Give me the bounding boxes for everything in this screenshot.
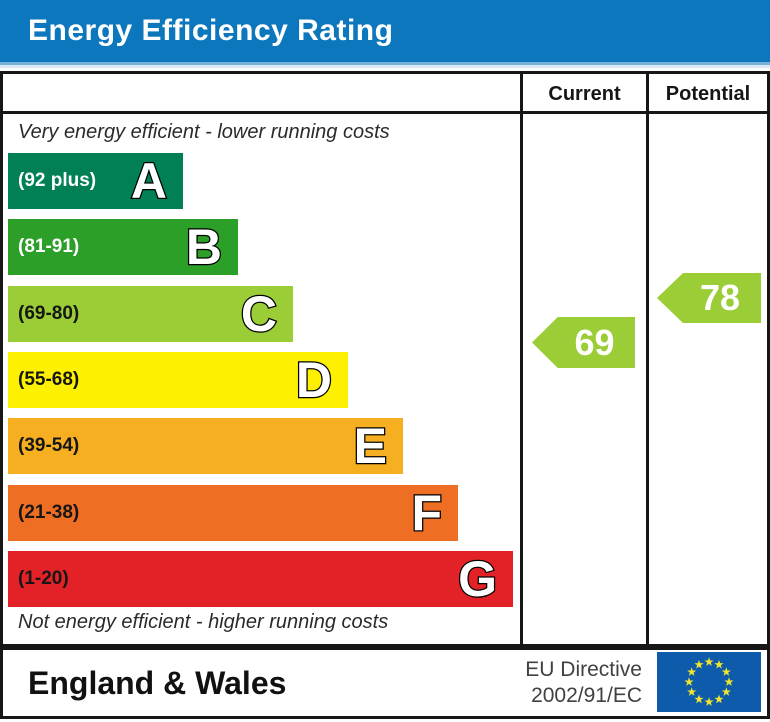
band-letter: C xyxy=(240,284,279,343)
table-header-row xyxy=(3,74,767,114)
band-letter: A xyxy=(130,152,169,211)
current-column-header: Current xyxy=(548,83,621,105)
band-a-bar: (92 plus) A xyxy=(8,152,183,211)
band-range-label: (39-54) xyxy=(18,435,80,457)
column-divider-potential xyxy=(646,74,649,644)
band-g-bar: (1-20) G xyxy=(8,550,513,609)
bottom-note: Not energy efficient - higher running co… xyxy=(18,611,389,633)
band-letter: F xyxy=(410,483,443,542)
band-range-label: (55-68) xyxy=(18,368,80,390)
eu-directive-text: EU Directive 2002/91/EC xyxy=(525,657,642,709)
title-bar: Energy Efficiency Rating xyxy=(0,0,770,62)
potential-rating-value: 78 xyxy=(699,277,741,318)
title-bar-accent-strip-light xyxy=(0,65,770,68)
potential-column-header: Potential xyxy=(665,83,751,105)
band-letter: D xyxy=(295,351,334,410)
band-range-label: (1-20) xyxy=(18,567,69,589)
band-range-label: (81-91) xyxy=(18,236,80,258)
eu-flag-stars xyxy=(684,657,734,706)
band-f-bar: (21-38) F xyxy=(8,483,458,542)
rating-table: Current Potential Very energy efficient … xyxy=(0,71,770,647)
band-letter: B xyxy=(185,218,224,277)
current-rating-value: 69 xyxy=(574,321,615,363)
current-rating-arrow: 69 xyxy=(532,317,635,368)
eu-flag-icon xyxy=(657,652,761,712)
band-b-bar: (81-91) B xyxy=(8,218,238,277)
band-letter: E xyxy=(352,417,388,476)
title-bar-accent-strip xyxy=(0,62,770,65)
region-label: England & Wales xyxy=(28,665,287,701)
band-range-label: (69-80) xyxy=(18,302,80,324)
band-range-label: (21-38) xyxy=(18,501,80,523)
band-c-bar: (69-80) C xyxy=(8,284,293,343)
band-range-label: (92 plus) xyxy=(18,170,97,191)
eu-directive-line1: EU Directive xyxy=(525,658,642,681)
page-title: Energy Efficiency Rating xyxy=(28,14,394,47)
band-letter: G xyxy=(457,550,498,609)
footer-bar: England & Wales EU Directive 2002/91/EC xyxy=(0,647,770,719)
column-divider-current xyxy=(520,74,523,644)
band-e-bar: (39-54) E xyxy=(8,417,403,476)
potential-rating-arrow: 78 xyxy=(657,273,761,323)
band-d-bar: (55-68) D xyxy=(8,351,348,410)
top-note: Very energy efficient - lower running co… xyxy=(18,121,390,143)
eu-directive-line2: 2002/91/EC xyxy=(531,684,642,707)
